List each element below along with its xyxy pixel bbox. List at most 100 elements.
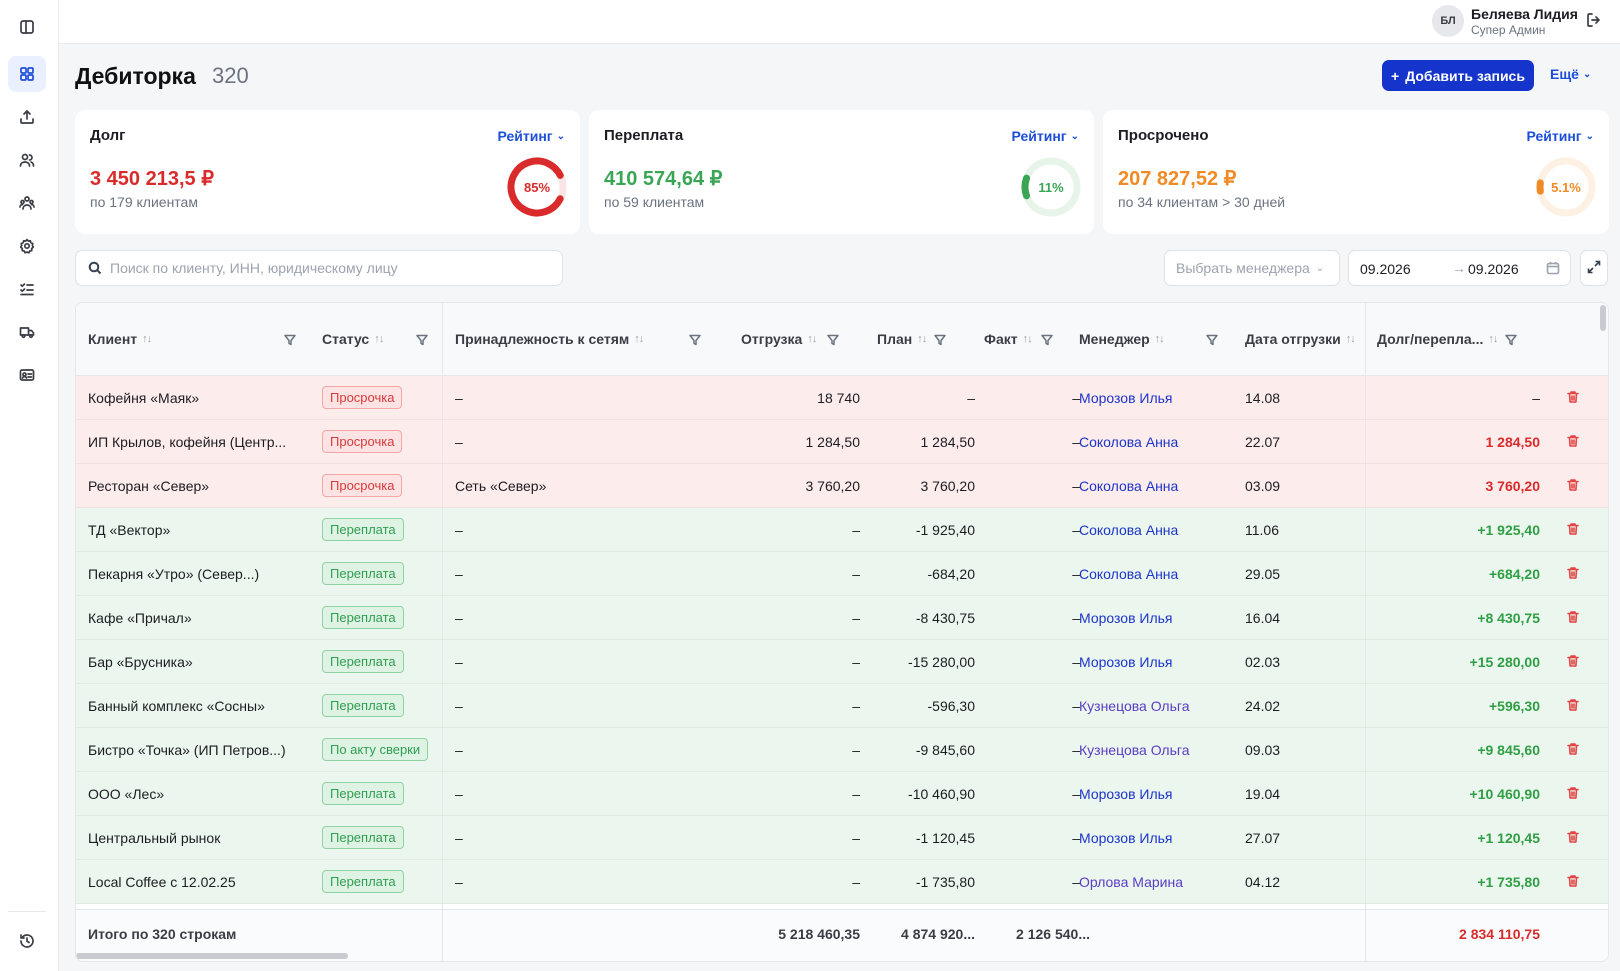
trash-icon[interactable] — [1566, 874, 1580, 888]
trash-icon[interactable] — [1566, 830, 1580, 844]
manager-link[interactable]: Соколова Анна — [1079, 478, 1179, 494]
debt-cell: +1 120,45 — [1477, 830, 1540, 846]
table-row[interactable]: Центральный рынок Переплата – – -1 120,45– Мо… — [76, 816, 1608, 860]
checklist-icon[interactable] — [8, 271, 46, 307]
sort-icon: ↑↓ — [1345, 333, 1356, 345]
avatar[interactable]: БЛ — [1432, 5, 1464, 37]
client-name[interactable]: Local Coffee с 12.02.25 — [88, 874, 236, 890]
trash-icon[interactable] — [1566, 434, 1580, 448]
manager-link[interactable]: Соколова Анна — [1079, 566, 1179, 582]
trash-icon[interactable] — [1566, 566, 1580, 580]
manager-link[interactable]: Орлова Марина — [1079, 874, 1183, 890]
users-icon[interactable] — [8, 142, 46, 178]
more-button[interactable]: Ещё ⌄ — [1550, 66, 1591, 82]
table-row[interactable]: Бар «Брусника» Переплата – – -15 280,00– Моро… — [76, 640, 1608, 684]
truck-icon[interactable] — [8, 314, 46, 350]
client-name[interactable]: Пекарня «Утро» (Север...) — [88, 566, 260, 582]
manager-link[interactable]: Морозов Илья — [1079, 830, 1173, 846]
column-header-client[interactable]: Клиент ↑↓ — [88, 331, 152, 347]
id-card-icon[interactable] — [8, 357, 46, 393]
table-row[interactable]: Кафе «Причал» Переплата – – -8 430,75– Морозо… — [76, 596, 1608, 640]
manager-link[interactable]: Соколова Анна — [1079, 434, 1179, 450]
client-name[interactable]: ТД «Вектор» — [88, 522, 171, 538]
client-name[interactable]: Центральный рынок — [88, 830, 221, 846]
panel-toggle-icon[interactable] — [8, 9, 46, 45]
manager-link[interactable]: Кузнецова Ольга — [1079, 698, 1190, 714]
client-name[interactable]: ИП Крылов, кофейня (Центр... — [88, 434, 287, 450]
table-row[interactable]: ООО «Лес» Переплата – – -10 460,90– Морозов И… — [76, 772, 1608, 816]
rating-dropdown[interactable]: Рейтинг ⌄ — [497, 128, 565, 144]
manager-link[interactable]: Морозов Илья — [1079, 654, 1173, 670]
date-range-picker[interactable]: 09.2026 → 09.2026 — [1348, 250, 1571, 286]
client-name[interactable]: ООО «Лес» — [88, 786, 165, 802]
filter-icon[interactable] — [416, 333, 428, 346]
search-input[interactable] — [110, 260, 550, 276]
filter-icon[interactable] — [827, 333, 839, 346]
vertical-scrollbar[interactable] — [1600, 305, 1606, 331]
column-header-status[interactable]: Статус ↑↓ — [322, 331, 384, 347]
manager-select[interactable]: Выбрать менеджера ⌄ — [1164, 250, 1340, 286]
column-header-shipment[interactable]: Отгрузка ↑↓ — [741, 331, 817, 347]
add-record-button[interactable]: + Добавить запись — [1382, 60, 1534, 91]
trash-icon[interactable] — [1566, 698, 1580, 712]
upload-icon[interactable] — [8, 99, 46, 135]
trash-icon[interactable] — [1566, 654, 1580, 668]
filter-icon[interactable] — [284, 333, 296, 346]
rating-dropdown[interactable]: Рейтинг ⌄ — [1011, 128, 1079, 144]
team-icon[interactable] — [8, 185, 46, 221]
rating-dropdown[interactable]: Рейтинг ⌄ — [1526, 128, 1594, 144]
manager-link[interactable]: Соколова Анна — [1079, 522, 1179, 538]
table-row[interactable]: Пекарня «Утро» (Север...) Переплата – – -684… — [76, 552, 1608, 596]
client-name[interactable]: Банный комплекс «Сосны» — [88, 698, 265, 714]
trash-icon[interactable] — [1566, 522, 1580, 536]
status-badge: Переплата — [322, 650, 404, 673]
table-row[interactable]: Local Coffee с 12.02.25 Переплата – – -1 735… — [76, 860, 1608, 904]
column-header-debt[interactable]: Долг/перепла... ↑↓ — [1377, 331, 1498, 347]
date-from[interactable]: 09.2026 — [1360, 261, 1411, 277]
filter-icon[interactable] — [1206, 333, 1218, 346]
manager-link[interactable]: Кузнецова Ольга — [1079, 742, 1190, 758]
record-count: 320 — [212, 63, 249, 88]
filter-icon[interactable] — [1041, 333, 1053, 346]
table-row[interactable]: Ресторан «Север» Просрочка Сеть «Север» 3 7… — [76, 464, 1608, 508]
table-row[interactable]: Банный комплекс «Сосны» Переплата – – -596,3… — [76, 684, 1608, 728]
table-row[interactable]: ИП Крылов, кофейня (Центр... Просрочка – 1 … — [76, 420, 1608, 464]
manager-link[interactable]: Морозов Илья — [1079, 786, 1173, 802]
chevron-down-icon: ⌄ — [1315, 262, 1325, 274]
card-subtitle: по 34 клиентам > 30 дней — [1118, 194, 1286, 210]
client-name[interactable]: Ресторан «Север» — [88, 478, 210, 494]
debt-cell: +1 925,40 — [1477, 522, 1540, 538]
column-header-fact[interactable]: Факт ↑↓ — [984, 331, 1033, 347]
trash-icon[interactable] — [1566, 786, 1580, 800]
filter-icon[interactable] — [1505, 333, 1517, 346]
column-header-manager[interactable]: Менеджер ↑↓ — [1079, 331, 1165, 347]
client-name[interactable]: Кафе «Причал» — [88, 610, 192, 626]
column-header-ship-date[interactable]: Дата отгрузки ↑↓ — [1245, 331, 1356, 347]
table-row[interactable]: ТД «Вектор» Переплата – – -1 925,40– Соколова… — [76, 508, 1608, 552]
client-name[interactable]: Кофейня «Маяк» — [88, 390, 200, 406]
client-name[interactable]: Бистро «Точка» (ИП Петров...) — [88, 742, 286, 758]
filter-icon[interactable] — [934, 333, 946, 346]
column-header-plan[interactable]: План ↑↓ — [877, 331, 927, 347]
manager-link[interactable]: Морозов Илья — [1079, 390, 1173, 406]
settings-icon[interactable] — [8, 228, 46, 264]
dashboard-icon[interactable] — [8, 56, 46, 92]
trash-icon[interactable] — [1566, 610, 1580, 624]
table-row[interactable]: Кофейня «Маяк» Просрочка –18 740– – Морозов … — [76, 376, 1608, 420]
column-header-network[interactable]: Принадлежность к сетям ↑↓ — [455, 331, 644, 347]
expand-button[interactable] — [1580, 250, 1608, 286]
trash-icon[interactable] — [1566, 390, 1580, 404]
donut-chart — [507, 157, 567, 217]
date-to[interactable]: 09.2026 — [1468, 261, 1519, 277]
client-name[interactable]: Бар «Брусника» — [88, 654, 193, 670]
horizontal-scrollbar[interactable] — [76, 953, 348, 959]
filter-icon[interactable] — [689, 333, 701, 346]
trash-icon[interactable] — [1566, 742, 1580, 756]
trash-icon[interactable] — [1566, 478, 1580, 492]
network-cell: – — [455, 566, 463, 582]
table-row[interactable]: Бистро «Точка» (ИП Петров...) По акту све… — [76, 728, 1608, 772]
manager-link[interactable]: Морозов Илья — [1079, 610, 1173, 626]
sort-icon: ↑↓ — [1022, 333, 1033, 345]
history-icon[interactable] — [8, 923, 46, 959]
logout-icon[interactable] — [1586, 12, 1604, 30]
